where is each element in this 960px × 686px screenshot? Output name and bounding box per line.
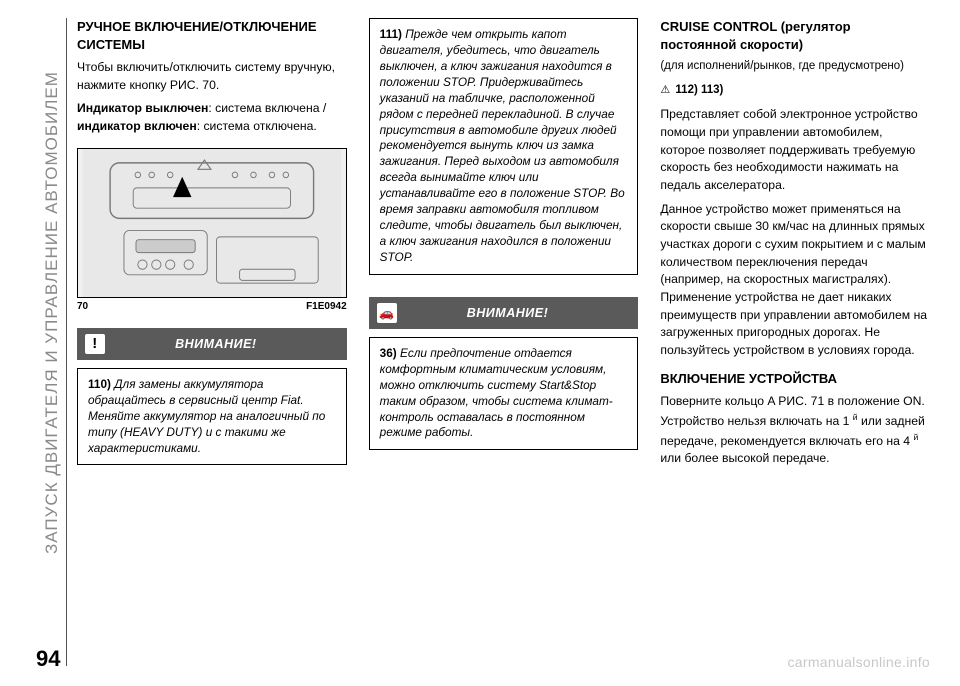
ref-numbers: 112) 113) bbox=[675, 84, 723, 96]
note-110: 110) Для замены аккумулятора обращайтесь… bbox=[77, 368, 347, 466]
column-2: 111) Прежде чем открыть капот двигателя,… bbox=[369, 18, 639, 666]
col1-heading: РУЧНОЕ ВКЛЮЧЕНИЕ/ОТКЛЮЧЕНИЕ СИСТЕМЫ bbox=[77, 18, 347, 53]
col3-refs: ⚠ 112) 113) bbox=[660, 83, 930, 99]
col1-para1: Чтобы включить/отключить систему вручную… bbox=[77, 59, 347, 94]
warning-header-1: ! ВНИМАНИЕ! bbox=[77, 328, 347, 360]
warning-icon: ! bbox=[85, 334, 105, 354]
car-icon: 🚗 bbox=[377, 303, 397, 323]
figure-70-image bbox=[77, 148, 347, 298]
col3-para2: Данное устройство может применяться на с… bbox=[660, 201, 930, 360]
note-36-text: Если предпочтение отдается комфортным кл… bbox=[380, 346, 613, 440]
col3-para1: Представляет собой электронное устройств… bbox=[660, 106, 930, 194]
col3-para3: Поверните кольцо A РИС. 71 в положение O… bbox=[660, 393, 930, 468]
warning-title-2: ВНИМАНИЕ! bbox=[405, 306, 631, 320]
col1-para2b: : система включена / bbox=[208, 101, 326, 115]
warning-box-2: 🚗 ВНИМАНИЕ! bbox=[369, 297, 639, 329]
note-111-lead: 111) bbox=[380, 27, 402, 41]
column-3: CRUISE CONTROL (регулятор постоянной ско… bbox=[660, 18, 930, 666]
col1-para2d: : система отключена. bbox=[197, 119, 317, 133]
warning-header-2: 🚗 ВНИМАНИЕ! bbox=[369, 297, 639, 329]
note-36: 36) Если предпочтение отдается комфортны… bbox=[369, 337, 639, 451]
col1-para2: Индикатор выключен: система включена / и… bbox=[77, 100, 347, 135]
watermark: carmanualsonline.info bbox=[788, 654, 931, 670]
note-36-lead: 36) bbox=[380, 346, 397, 360]
figure-code: F1E0942 bbox=[306, 301, 347, 312]
page-number: 94 bbox=[36, 646, 60, 672]
figure-number: 70 bbox=[77, 301, 88, 312]
column-container: РУЧНОЕ ВКЛЮЧЕНИЕ/ОТКЛЮЧЕНИЕ СИСТЕМЫ Чтоб… bbox=[66, 18, 930, 666]
indicator-on-label: индикатор включен bbox=[77, 119, 197, 133]
note-110-text: Для замены аккумулятора обращайтесь в се… bbox=[88, 377, 325, 455]
section-vertical-label: ЗАПУСК ДВИГАТЕЛЯ И УПРАВЛЕНИЕ АВТОМОБИЛЕ… bbox=[36, 18, 62, 608]
note-110-lead: 110) bbox=[88, 377, 111, 391]
dashboard-illustration bbox=[78, 149, 346, 297]
note-111-text: Прежде чем открыть капот двигателя, убед… bbox=[380, 27, 625, 264]
warning-box-1: ! ВНИМАНИЕ! bbox=[77, 328, 347, 360]
col3-heading2: ВКЛЮЧЕНИЕ УСТРОЙСТВА bbox=[660, 370, 930, 388]
triangle-warning-icon: ⚠ bbox=[660, 83, 670, 98]
column-1: РУЧНОЕ ВКЛЮЧЕНИЕ/ОТКЛЮЧЕНИЕ СИСТЕМЫ Чтоб… bbox=[77, 18, 347, 666]
figure-70: 70 F1E0942 bbox=[77, 148, 347, 312]
page: ЗАПУСК ДВИГАТЕЛЯ И УПРАВЛЕНИЕ АВТОМОБИЛЕ… bbox=[0, 0, 960, 686]
note-111: 111) Прежде чем открыть капот двигателя,… bbox=[369, 18, 639, 275]
warning-title-1: ВНИМАНИЕ! bbox=[113, 337, 339, 351]
indicator-off-label: Индикатор выключен bbox=[77, 101, 208, 115]
figure-70-caption: 70 F1E0942 bbox=[77, 301, 347, 312]
col3-heading: CRUISE CONTROL (регулятор постоянной ско… bbox=[660, 18, 930, 53]
col3-subtitle: (для исполнений/рынков, где предусмотрен… bbox=[660, 59, 930, 75]
